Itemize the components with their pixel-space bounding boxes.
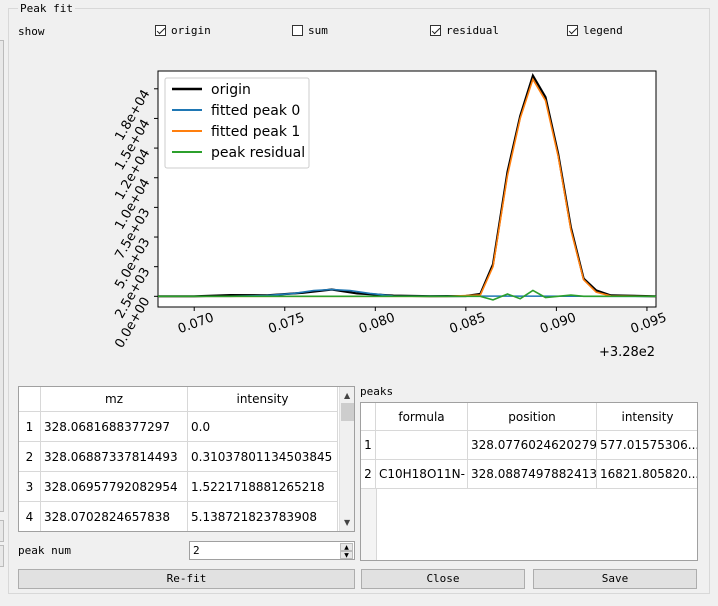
- series-line-fitted-peak-1: [158, 77, 657, 298]
- vertical-scrollbar[interactable]: ▲ ▼: [339, 387, 354, 531]
- legend-label: fitted peak 1: [211, 124, 300, 140]
- formula-cell[interactable]: [376, 431, 468, 460]
- peak-num-label: peak num: [18, 544, 71, 557]
- intensity-cell[interactable]: 5.138721823783908: [188, 502, 338, 531]
- scroll-up-arrow-icon[interactable]: ▲: [344, 391, 351, 400]
- scroll-down-arrow-icon[interactable]: ▼: [344, 518, 351, 527]
- left-edge-panel: [0, 40, 4, 512]
- position-cell[interactable]: 328.0776024620279: [468, 431, 597, 460]
- legend-checkbox-label: legend: [583, 24, 623, 37]
- row-header[interactable]: 1: [19, 412, 41, 442]
- column-header-position[interactable]: position: [468, 403, 597, 431]
- intensity-cell[interactable]: 0.31037801134503845: [188, 442, 338, 472]
- peak-num-value[interactable]: 2: [193, 544, 200, 557]
- legend-checkbox-box[interactable]: [567, 25, 578, 36]
- peak-fit-group: [8, 8, 710, 594]
- series-layer: [158, 73, 657, 301]
- corner-cell: [361, 403, 376, 431]
- intensity-cell[interactable]: 16821.805820...: [597, 460, 697, 489]
- intensity-cell[interactable]: 577.01575306...: [597, 431, 697, 460]
- intensity-cell[interactable]: 0.0: [188, 412, 338, 442]
- corner-cell: [19, 387, 41, 412]
- sum-checkbox[interactable]: sum: [292, 24, 328, 37]
- peaks-label: peaks: [360, 385, 394, 398]
- scrollbar-thumb[interactable]: [341, 403, 354, 421]
- row-header[interactable]: 2: [361, 460, 376, 489]
- spin-down-arrow-icon[interactable]: ▼: [340, 551, 353, 559]
- legend-label: fitted peak 0: [211, 103, 300, 119]
- refit-button[interactable]: Re-fit: [18, 569, 355, 589]
- row-header[interactable]: 4: [19, 502, 41, 531]
- legend-label: origin: [211, 82, 251, 98]
- peaks-table[interactable]: formula position intensity 1 328.07760246…: [360, 402, 698, 561]
- mz-cell[interactable]: 328.0681688377297: [41, 412, 188, 442]
- series-line-peak-residual: [158, 289, 656, 301]
- column-header-formula[interactable]: formula: [376, 403, 468, 431]
- legend-checkbox[interactable]: legend: [567, 24, 623, 37]
- row-header-filler: [361, 489, 377, 560]
- x-tick-label: 0.090: [538, 310, 578, 337]
- show-label: show: [18, 25, 45, 38]
- origin-checkbox[interactable]: origin: [155, 24, 211, 37]
- x-offset-label: +3.28e2: [599, 345, 655, 360]
- mz-cell[interactable]: 328.0702824657838: [41, 502, 188, 531]
- left-edge-panel: [0, 545, 4, 567]
- save-button[interactable]: Save: [533, 569, 697, 589]
- peak-num-spinbox[interactable]: 2 ▲ ▼: [189, 541, 355, 560]
- legend-label: peak residual: [211, 145, 305, 161]
- left-edge-panel: [0, 520, 4, 542]
- sum-checkbox-box[interactable]: [292, 25, 303, 36]
- x-tick-label: 0.080: [357, 310, 397, 337]
- mz-cell[interactable]: 328.06957792082954: [41, 472, 188, 502]
- column-header-mz[interactable]: mz: [41, 387, 188, 412]
- x-tick-label: 0.075: [267, 310, 307, 337]
- x-tick-label: 0.085: [448, 310, 488, 337]
- residual-checkbox-box[interactable]: [430, 25, 441, 36]
- column-header-intensity[interactable]: intensity: [188, 387, 338, 412]
- x-tick-label: 0.070: [176, 310, 216, 337]
- position-cell[interactable]: 328.08874978824133: [468, 460, 597, 489]
- x-tick-label: 0.095: [629, 310, 669, 337]
- spin-up-arrow-icon[interactable]: ▲: [340, 543, 353, 551]
- mz-intensity-table[interactable]: mz intensity 1 328.0681688377297 0.0 2 328.0…: [18, 386, 355, 532]
- chart-legend: origin fitted peak 0 fitted peak 1 peak res…: [164, 77, 310, 169]
- legend-box: [164, 77, 310, 169]
- peak-fit-chart: 0.070 0.075 0.080 0.085 0.090 0.0950.0e+002.5…: [112, 70, 669, 360]
- mz-cell[interactable]: 328.06887337814493: [41, 442, 188, 472]
- residual-checkbox[interactable]: residual: [430, 24, 499, 37]
- close-button[interactable]: Close: [361, 569, 525, 589]
- residual-checkbox-label: residual: [446, 24, 499, 37]
- row-header[interactable]: 3: [19, 472, 41, 502]
- formula-cell[interactable]: C10H18O11N-: [376, 460, 468, 489]
- group-title: Peak fit: [18, 2, 75, 15]
- origin-checkbox-box[interactable]: [155, 25, 166, 36]
- row-header[interactable]: 2: [19, 442, 41, 472]
- origin-checkbox-label: origin: [171, 24, 211, 37]
- column-header-intensity[interactable]: intensity: [597, 403, 697, 431]
- sum-checkbox-label: sum: [308, 24, 328, 37]
- row-header[interactable]: 1: [361, 431, 376, 460]
- intensity-cell[interactable]: 1.5221718881265218: [188, 472, 338, 502]
